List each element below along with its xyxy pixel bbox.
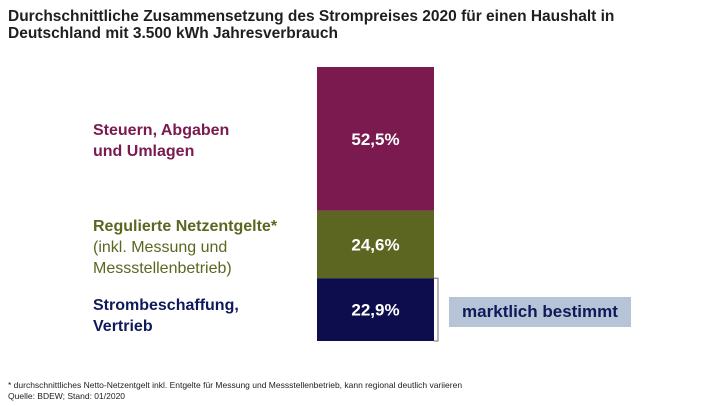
chart-title-line-2: Deutschland mit 3.500 kWh Jahresverbrauc… (8, 25, 338, 42)
segment-label-network-fees: Regulierte Netzentgelte* (inkl. Messung … (93, 216, 277, 279)
bar-value-network-fees: 24,6% (351, 236, 399, 255)
segment-label-procurement: Strombeschaffung, Vertrieb (93, 295, 239, 337)
footnote-text: * durchschnittliches Netto-Netzentgelt i… (8, 380, 463, 390)
bar-segment-network-fees (317, 210, 434, 279)
market-bracket (434, 277, 439, 342)
segment-label-network-fees-line-1: Regulierte Netzentgelte* (93, 218, 278, 235)
segment-label-taxes: Steuern, Abgaben und Umlagen (93, 120, 229, 162)
bar-segment-procurement (317, 278, 434, 341)
chart-title: Durchschnittliche Zusammensetzung des St… (8, 8, 698, 42)
segment-label-procurement-line-2: Vertrieb (93, 318, 153, 335)
bar-value-procurement: 22,9% (351, 301, 399, 320)
segment-label-taxes-line-1: Steuern, Abgaben (93, 122, 230, 139)
segment-label-network-fees-line-3: Messstellenbetrieb) (93, 260, 232, 277)
source-text: Quelle: BDEW; Stand: 01/2020 (8, 391, 126, 401)
segment-label-taxes-line-2: und Umlagen (93, 143, 195, 160)
chart-title-line-1: Durchschnittliche Zusammensetzung des St… (8, 8, 615, 25)
footnote-block: * durchschnittliches Netto-Netzentgelt i… (8, 380, 462, 402)
bar-segment-taxes (317, 67, 434, 211)
segment-label-procurement-line-1: Strombeschaffung, (93, 297, 239, 314)
bar-value-taxes: 52,5% (351, 130, 399, 149)
segment-label-network-fees-line-2: (inkl. Messung und (93, 239, 228, 256)
market-determined-badge: marktlich bestimmt (449, 297, 631, 327)
